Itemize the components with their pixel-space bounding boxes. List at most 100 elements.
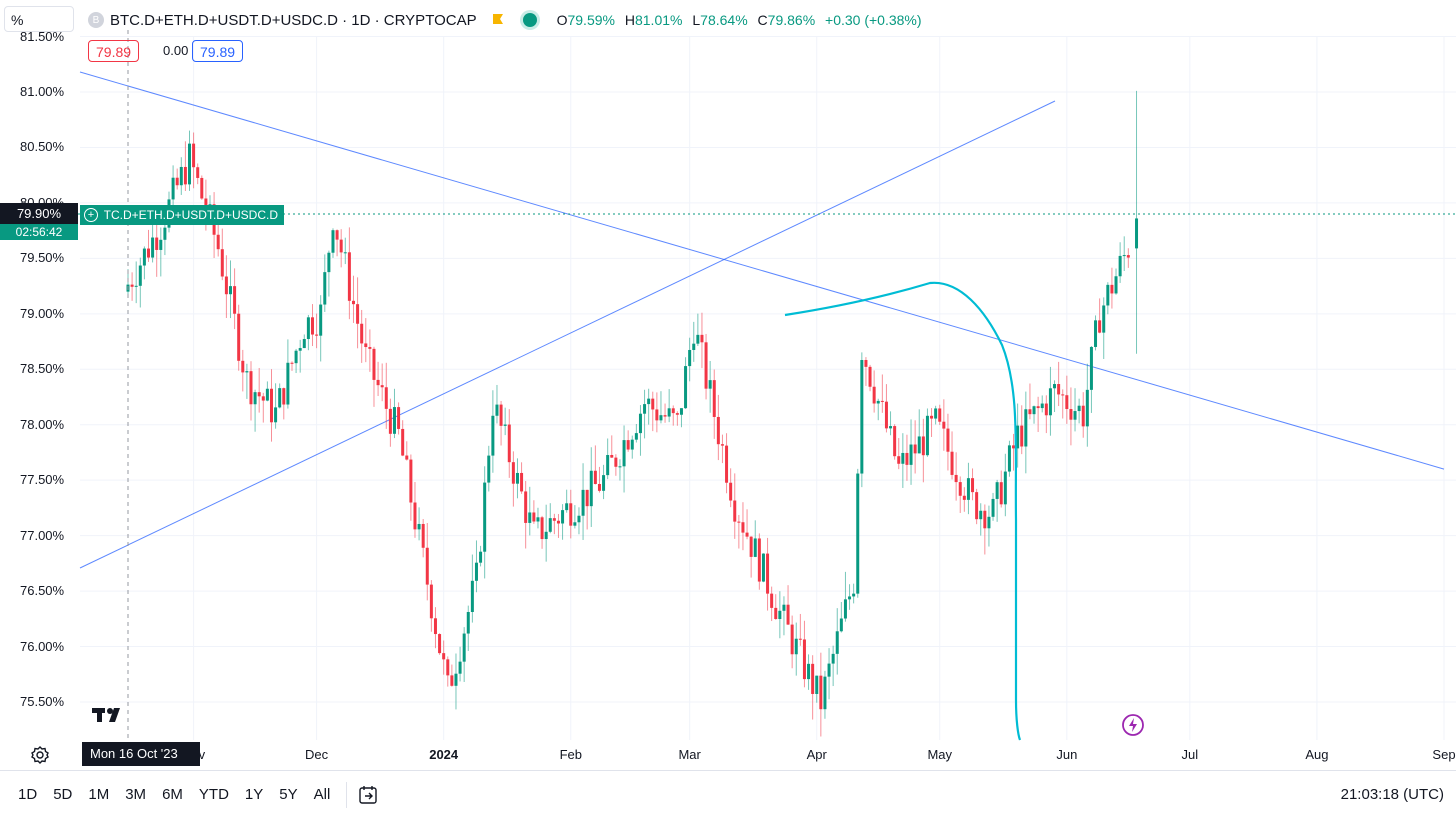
- candle-body: [1126, 255, 1130, 258]
- candle-body: [1057, 384, 1061, 395]
- utc-clock[interactable]: 21:03:18 (UTC): [1340, 786, 1444, 803]
- time-axis-label: Feb: [559, 747, 582, 762]
- range-button-5d[interactable]: 5D: [53, 786, 73, 803]
- candle-body: [401, 428, 405, 456]
- candle-body: [938, 408, 942, 422]
- candle-body: [388, 408, 392, 434]
- candle-body: [852, 593, 856, 597]
- range-button-1y[interactable]: 1Y: [244, 786, 264, 803]
- candle-body: [1106, 284, 1110, 306]
- candle-body: [1065, 395, 1069, 410]
- candle-body: [889, 426, 893, 429]
- candle-body: [729, 482, 733, 501]
- range-button-all[interactable]: All: [313, 786, 331, 803]
- candle-body: [536, 517, 540, 522]
- candle-body: [142, 248, 146, 266]
- candle-body: [925, 415, 929, 456]
- candle-body: [602, 475, 606, 491]
- unit-selector[interactable]: %: [4, 6, 74, 32]
- candle-body: [257, 392, 261, 397]
- candle-body: [770, 593, 774, 608]
- trendline: [79, 71, 1445, 470]
- tradingview-logo[interactable]: [92, 705, 128, 725]
- candle-body: [811, 663, 815, 694]
- candle-body: [1081, 405, 1085, 427]
- candle-body: [884, 401, 888, 429]
- candle-body: [1020, 425, 1024, 447]
- candle-body: [474, 562, 478, 581]
- candle-body: [753, 538, 757, 557]
- candle-body: [565, 503, 569, 511]
- candle-body: [138, 265, 142, 286]
- add-icon[interactable]: +: [84, 208, 98, 222]
- candle-body: [294, 350, 298, 364]
- price-axis-label: 81.50%: [20, 28, 65, 44]
- candle-body: [1012, 445, 1016, 449]
- candlestick-chart[interactable]: [0, 0, 1456, 770]
- candle-body: [376, 379, 380, 386]
- candle-body: [798, 638, 802, 640]
- open-value: 79.59%: [567, 12, 615, 28]
- candle-body: [319, 304, 323, 336]
- flag-icon[interactable]: [491, 13, 505, 27]
- candle-body: [897, 456, 901, 464]
- candle-body: [684, 366, 688, 409]
- candle-body: [901, 452, 905, 464]
- candle-body: [802, 639, 806, 680]
- range-button-1d[interactable]: 1D: [18, 786, 38, 803]
- candle-body: [614, 457, 618, 467]
- candle-body: [725, 445, 729, 483]
- range-button-1m[interactable]: 1M: [88, 786, 110, 803]
- candle-body: [819, 675, 823, 710]
- candle-body: [269, 388, 273, 423]
- candle-body: [380, 385, 384, 388]
- range-button-5y[interactable]: 5Y: [279, 786, 298, 803]
- price-axis-label: 79.00%: [20, 305, 65, 321]
- candle-body: [274, 407, 278, 423]
- candle-body: [630, 439, 634, 450]
- candle-body: [438, 634, 442, 654]
- candle-body: [610, 454, 614, 458]
- candle-body: [700, 334, 704, 343]
- gear-icon[interactable]: [30, 745, 50, 765]
- candle-body: [261, 396, 265, 401]
- candle-body: [1053, 384, 1057, 389]
- market-status-icon[interactable]: [522, 13, 537, 27]
- candle-body: [245, 371, 249, 373]
- candle-body: [442, 653, 446, 660]
- candle-body: [930, 415, 934, 419]
- candle-body: [487, 455, 491, 483]
- high-value: 81.01%: [634, 12, 683, 28]
- candle-body: [298, 348, 302, 351]
- symbol-title[interactable]: BTC.D+ETH.D+USDT.D+USDC.D · 1D · CRYPTOC…: [110, 11, 477, 29]
- range-button-6m[interactable]: 6M: [162, 786, 183, 803]
- candle-body: [909, 444, 913, 465]
- candle-body: [265, 388, 269, 401]
- price-axis-label: 78.50%: [20, 361, 65, 377]
- candle-body: [1040, 403, 1044, 409]
- candle-body: [839, 618, 843, 632]
- series-name-tag[interactable]: + BTC.D+ETH.D+USDT.D+USDC.D: [80, 205, 284, 225]
- freehand-drawing: [784, 281, 1022, 741]
- candle-body: [688, 349, 692, 367]
- candle-body: [462, 633, 466, 662]
- candle-body: [524, 491, 528, 523]
- candle-body: [552, 518, 556, 521]
- calendar-arrow-icon[interactable]: [357, 783, 381, 807]
- candle-body: [643, 404, 647, 414]
- candle-body: [450, 675, 454, 686]
- candle-body: [835, 631, 839, 654]
- candle-body: [1110, 284, 1114, 294]
- range-button-3m[interactable]: 3M: [125, 786, 147, 803]
- candle-body: [171, 177, 175, 200]
- candle-body: [848, 596, 852, 600]
- candle-body: [130, 284, 134, 287]
- candle-body: [1069, 409, 1073, 420]
- toolbar-divider: [346, 781, 348, 808]
- bottom-toolbar: 1D 5D 1M 3M 6M YTD 1Y 5Y All 21:03:18 (UTC): [0, 770, 1456, 818]
- candle-body: [856, 473, 860, 594]
- candle-body: [454, 673, 458, 686]
- candle-body: [663, 415, 667, 417]
- range-button-ytd[interactable]: YTD: [198, 786, 229, 803]
- flash-icon[interactable]: [1121, 713, 1145, 737]
